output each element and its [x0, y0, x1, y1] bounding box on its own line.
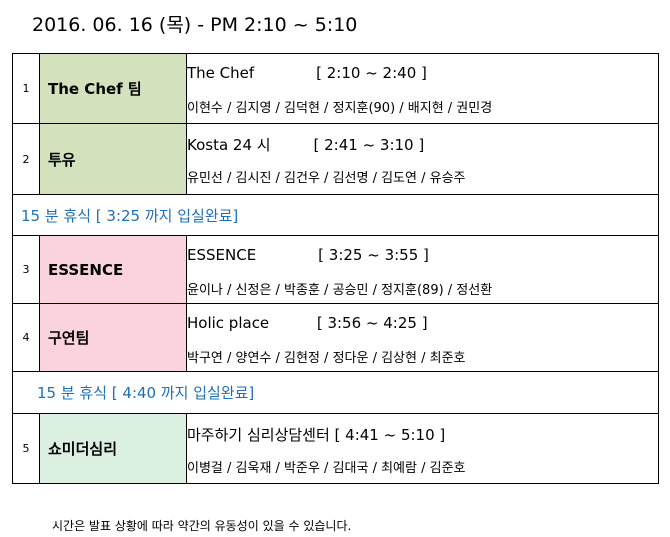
team-name: The Chef 팀 — [40, 54, 187, 123]
table-row: 5 쇼미더심리 마주하기 심리상담센터 [ 4:41 ~ 5:10 ] 이병걸 … — [13, 413, 658, 483]
table-row: 2 투유 Kosta 24 시 [ 2:41 ~ 3:10 ] 유민선 / 김시… — [13, 123, 658, 194]
member-list: 윤이나 / 신정은 / 박종훈 / 공승민 / 정지훈(89) / 정선환 — [187, 283, 493, 298]
team-name: 구연팀 — [40, 304, 187, 371]
table-row: 4 구연팀 Holic place [ 3:56 ~ 4:25 ] 박구연 / … — [13, 303, 658, 371]
session-title: The Chef [ 2:10 ~ 2:40 ] — [187, 64, 427, 82]
member-list: 유민선 / 김시진 / 김건우 / 김선명 / 김도연 / 유승주 — [187, 171, 466, 186]
break-notice: 15 분 휴식 [ 3:25 까지 입실완료] — [21, 206, 239, 225]
row-number: 5 — [13, 414, 40, 483]
session-info: Holic place [ 3:56 ~ 4:25 ] 박구연 / 양연수 / … — [187, 304, 658, 371]
session-info: The Chef [ 2:10 ~ 2:40 ] 이현수 / 김지영 / 김덕현… — [187, 54, 658, 123]
session-info: Kosta 24 시 [ 2:41 ~ 3:10 ] 유민선 / 김시진 / 김… — [187, 124, 658, 194]
break-row: 15 분 휴식 [ 3:25 까지 입실완료] — [13, 194, 658, 235]
page-title: 2016. 06. 16 (목) - PM 2:10 ~ 5:10 — [32, 14, 358, 36]
member-list: 박구연 / 양연수 / 김현정 / 정다운 / 김상현 / 최준호 — [187, 351, 466, 366]
session-title: Kosta 24 시 [ 2:41 ~ 3:10 ] — [187, 136, 425, 154]
session-info: 마주하기 심리상담센터 [ 4:41 ~ 5:10 ] 이병걸 / 김욱재 / … — [187, 414, 658, 483]
member-list: 이현수 / 김지영 / 김덕현 / 정지훈(90) / 배지현 / 권민경 — [187, 101, 493, 116]
table-row: 1 The Chef 팀 The Chef [ 2:10 ~ 2:40 ] 이현… — [13, 54, 658, 123]
session-title: Holic place [ 3:56 ~ 4:25 ] — [187, 314, 428, 332]
session-info: ESSENCE [ 3:25 ~ 3:55 ] 윤이나 / 신정은 / 박종훈 … — [187, 236, 658, 303]
session-title: ESSENCE [ 3:25 ~ 3:55 ] — [187, 246, 429, 264]
row-number: 4 — [13, 304, 40, 371]
footnote: 시간은 발표 상황에 따라 약간의 유동성이 있을 수 있습니다. — [52, 519, 352, 533]
break-notice: 15 분 휴식 [ 4:40 까지 입실완료] — [37, 384, 255, 402]
team-name: 투유 — [40, 124, 187, 194]
row-number: 3 — [13, 236, 40, 303]
member-list: 이병걸 / 김욱재 / 박준우 / 김대국 / 최예람 / 김준호 — [187, 461, 466, 476]
team-name: 쇼미더심리 — [40, 414, 187, 483]
schedule-table: 1 The Chef 팀 The Chef [ 2:10 ~ 2:40 ] 이현… — [12, 53, 659, 484]
session-title: 마주하기 심리상담센터 [ 4:41 ~ 5:10 ] — [187, 426, 446, 444]
row-number: 2 — [13, 124, 40, 194]
team-name: ESSENCE — [40, 236, 187, 303]
row-number: 1 — [13, 54, 40, 123]
break-row: 15 분 휴식 [ 4:40 까지 입실완료] — [13, 371, 658, 413]
table-row: 3 ESSENCE ESSENCE [ 3:25 ~ 3:55 ] 윤이나 / … — [13, 235, 658, 303]
